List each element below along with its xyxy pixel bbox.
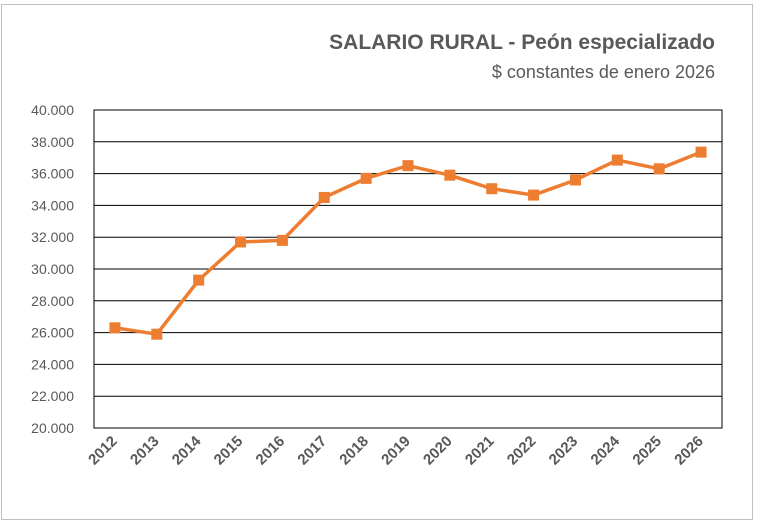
x-tick-label: 2024 [588,432,624,468]
y-tick-label: 22.000 [31,388,74,404]
x-tick-label: 2014 [169,432,205,468]
y-tick-label: 34.000 [31,197,74,213]
data-point[interactable] [109,322,121,334]
chart-title: SALARIO RURAL - Peón especializado [329,31,715,54]
data-point[interactable] [235,236,247,248]
data-point[interactable] [276,234,288,246]
data-point[interactable] [486,183,498,195]
data-point[interactable] [444,169,456,181]
data-point[interactable] [151,328,163,340]
data-point[interactable] [402,160,414,172]
x-tick-label: 2018 [336,433,372,469]
x-tick-label: 2013 [127,433,163,469]
y-tick-label: 24.000 [31,356,74,372]
data-point[interactable] [360,172,372,184]
y-tick-label: 40.000 [31,102,74,118]
y-tick-label: 30.000 [31,261,74,277]
data-point[interactable] [653,163,665,175]
data-point[interactable] [528,189,540,201]
x-tick-label: 2021 [462,433,498,469]
y-tick-label: 26.000 [31,325,74,341]
x-tick-label: 2016 [253,433,289,469]
x-tick-label: 2023 [546,433,582,469]
y-tick-label: 32.000 [31,229,74,245]
data-point[interactable] [611,154,623,166]
data-point[interactable] [695,146,707,158]
y-tick-label: 28.000 [31,293,74,309]
data-point[interactable] [569,174,581,186]
y-tick-label: 20.000 [31,420,74,436]
x-tick-label: 2017 [294,433,330,469]
x-tick-label: 2012 [85,433,121,469]
x-tick-label: 2025 [629,433,665,469]
x-tick-label: 2020 [420,433,456,469]
x-tick-label: 2026 [671,433,707,469]
data-point[interactable] [193,274,205,286]
y-tick-label: 38.000 [31,134,74,150]
x-tick-label: 2015 [211,433,247,469]
series-line [114,150,702,336]
x-tick-label: 2019 [378,433,414,469]
chart-subtitle: $ constantes de enero 2026 [491,62,715,82]
y-tick-label: 36.000 [31,166,74,182]
x-tick-label: 2022 [504,433,540,469]
chart-area[interactable] [1,4,753,520]
data-point[interactable] [318,191,330,203]
